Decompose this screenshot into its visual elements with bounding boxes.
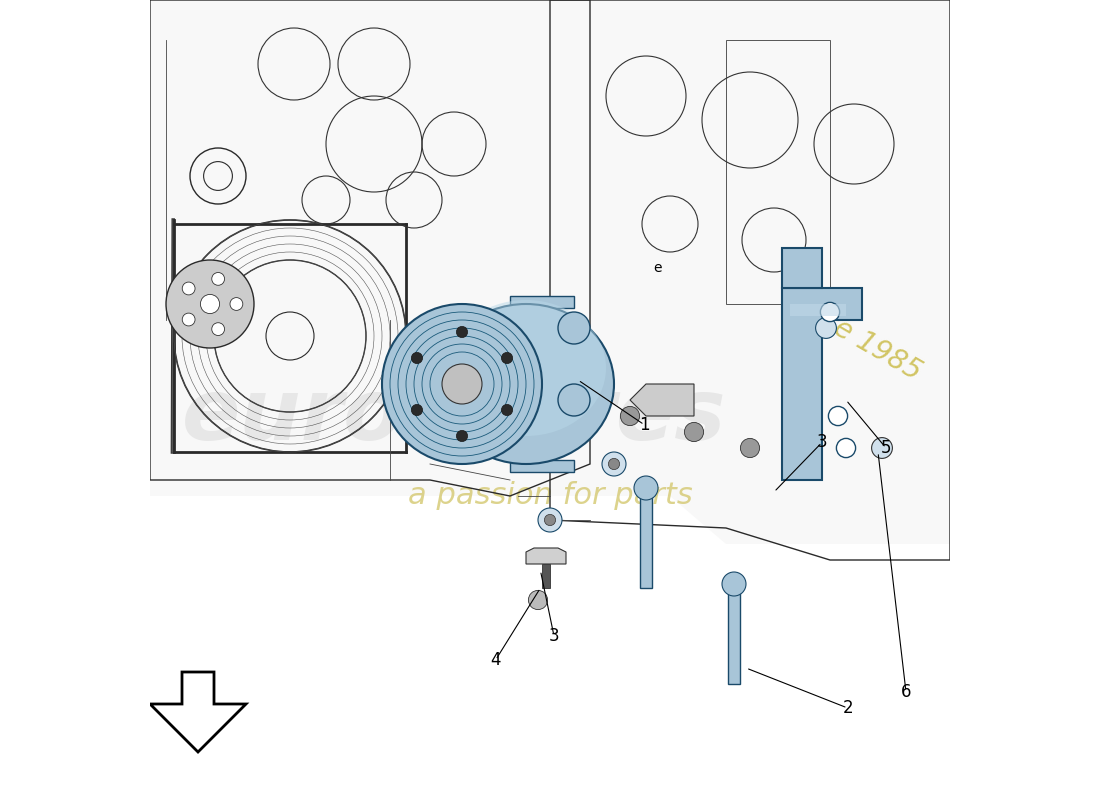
Circle shape: [722, 572, 746, 596]
Polygon shape: [526, 548, 566, 564]
Text: 4: 4: [491, 651, 501, 669]
Polygon shape: [630, 384, 694, 416]
Circle shape: [815, 318, 836, 338]
Circle shape: [558, 384, 590, 416]
Circle shape: [602, 452, 626, 476]
Circle shape: [442, 364, 482, 404]
Circle shape: [183, 282, 195, 295]
Circle shape: [871, 438, 892, 458]
Circle shape: [608, 458, 619, 470]
Polygon shape: [150, 672, 246, 752]
Circle shape: [502, 404, 513, 416]
Text: 5: 5: [881, 439, 891, 457]
Text: a passion for parts: a passion for parts: [408, 482, 692, 510]
Circle shape: [544, 514, 556, 526]
Circle shape: [740, 438, 760, 458]
Circle shape: [456, 326, 468, 338]
Polygon shape: [510, 296, 574, 308]
Circle shape: [684, 422, 704, 442]
Circle shape: [502, 352, 513, 363]
Text: e: e: [653, 261, 662, 275]
Circle shape: [557, 390, 575, 410]
Circle shape: [183, 313, 195, 326]
Polygon shape: [150, 0, 950, 544]
Polygon shape: [790, 304, 846, 316]
Circle shape: [528, 590, 548, 610]
Circle shape: [836, 438, 856, 458]
Ellipse shape: [438, 304, 614, 464]
Polygon shape: [727, 584, 740, 684]
Circle shape: [230, 298, 243, 310]
Text: 3: 3: [816, 434, 827, 451]
Circle shape: [828, 406, 848, 426]
Circle shape: [212, 273, 224, 286]
Circle shape: [166, 260, 254, 348]
Text: 2: 2: [843, 699, 852, 717]
Circle shape: [456, 430, 468, 442]
Circle shape: [200, 294, 220, 314]
Text: 1: 1: [639, 416, 650, 434]
Circle shape: [411, 404, 422, 416]
Circle shape: [821, 302, 839, 322]
Polygon shape: [639, 488, 652, 588]
Text: 3: 3: [549, 627, 559, 645]
Circle shape: [382, 304, 542, 464]
Circle shape: [411, 352, 422, 363]
Polygon shape: [510, 460, 574, 472]
Polygon shape: [782, 248, 822, 288]
Polygon shape: [542, 564, 550, 588]
Text: eurospares: eurospares: [182, 374, 726, 458]
Polygon shape: [782, 288, 862, 480]
Text: since 1985: since 1985: [781, 286, 926, 386]
Text: 6: 6: [901, 683, 911, 701]
Circle shape: [634, 476, 658, 500]
Circle shape: [212, 322, 224, 335]
Circle shape: [620, 406, 639, 426]
Circle shape: [558, 312, 590, 344]
Circle shape: [538, 508, 562, 532]
Ellipse shape: [446, 300, 606, 436]
